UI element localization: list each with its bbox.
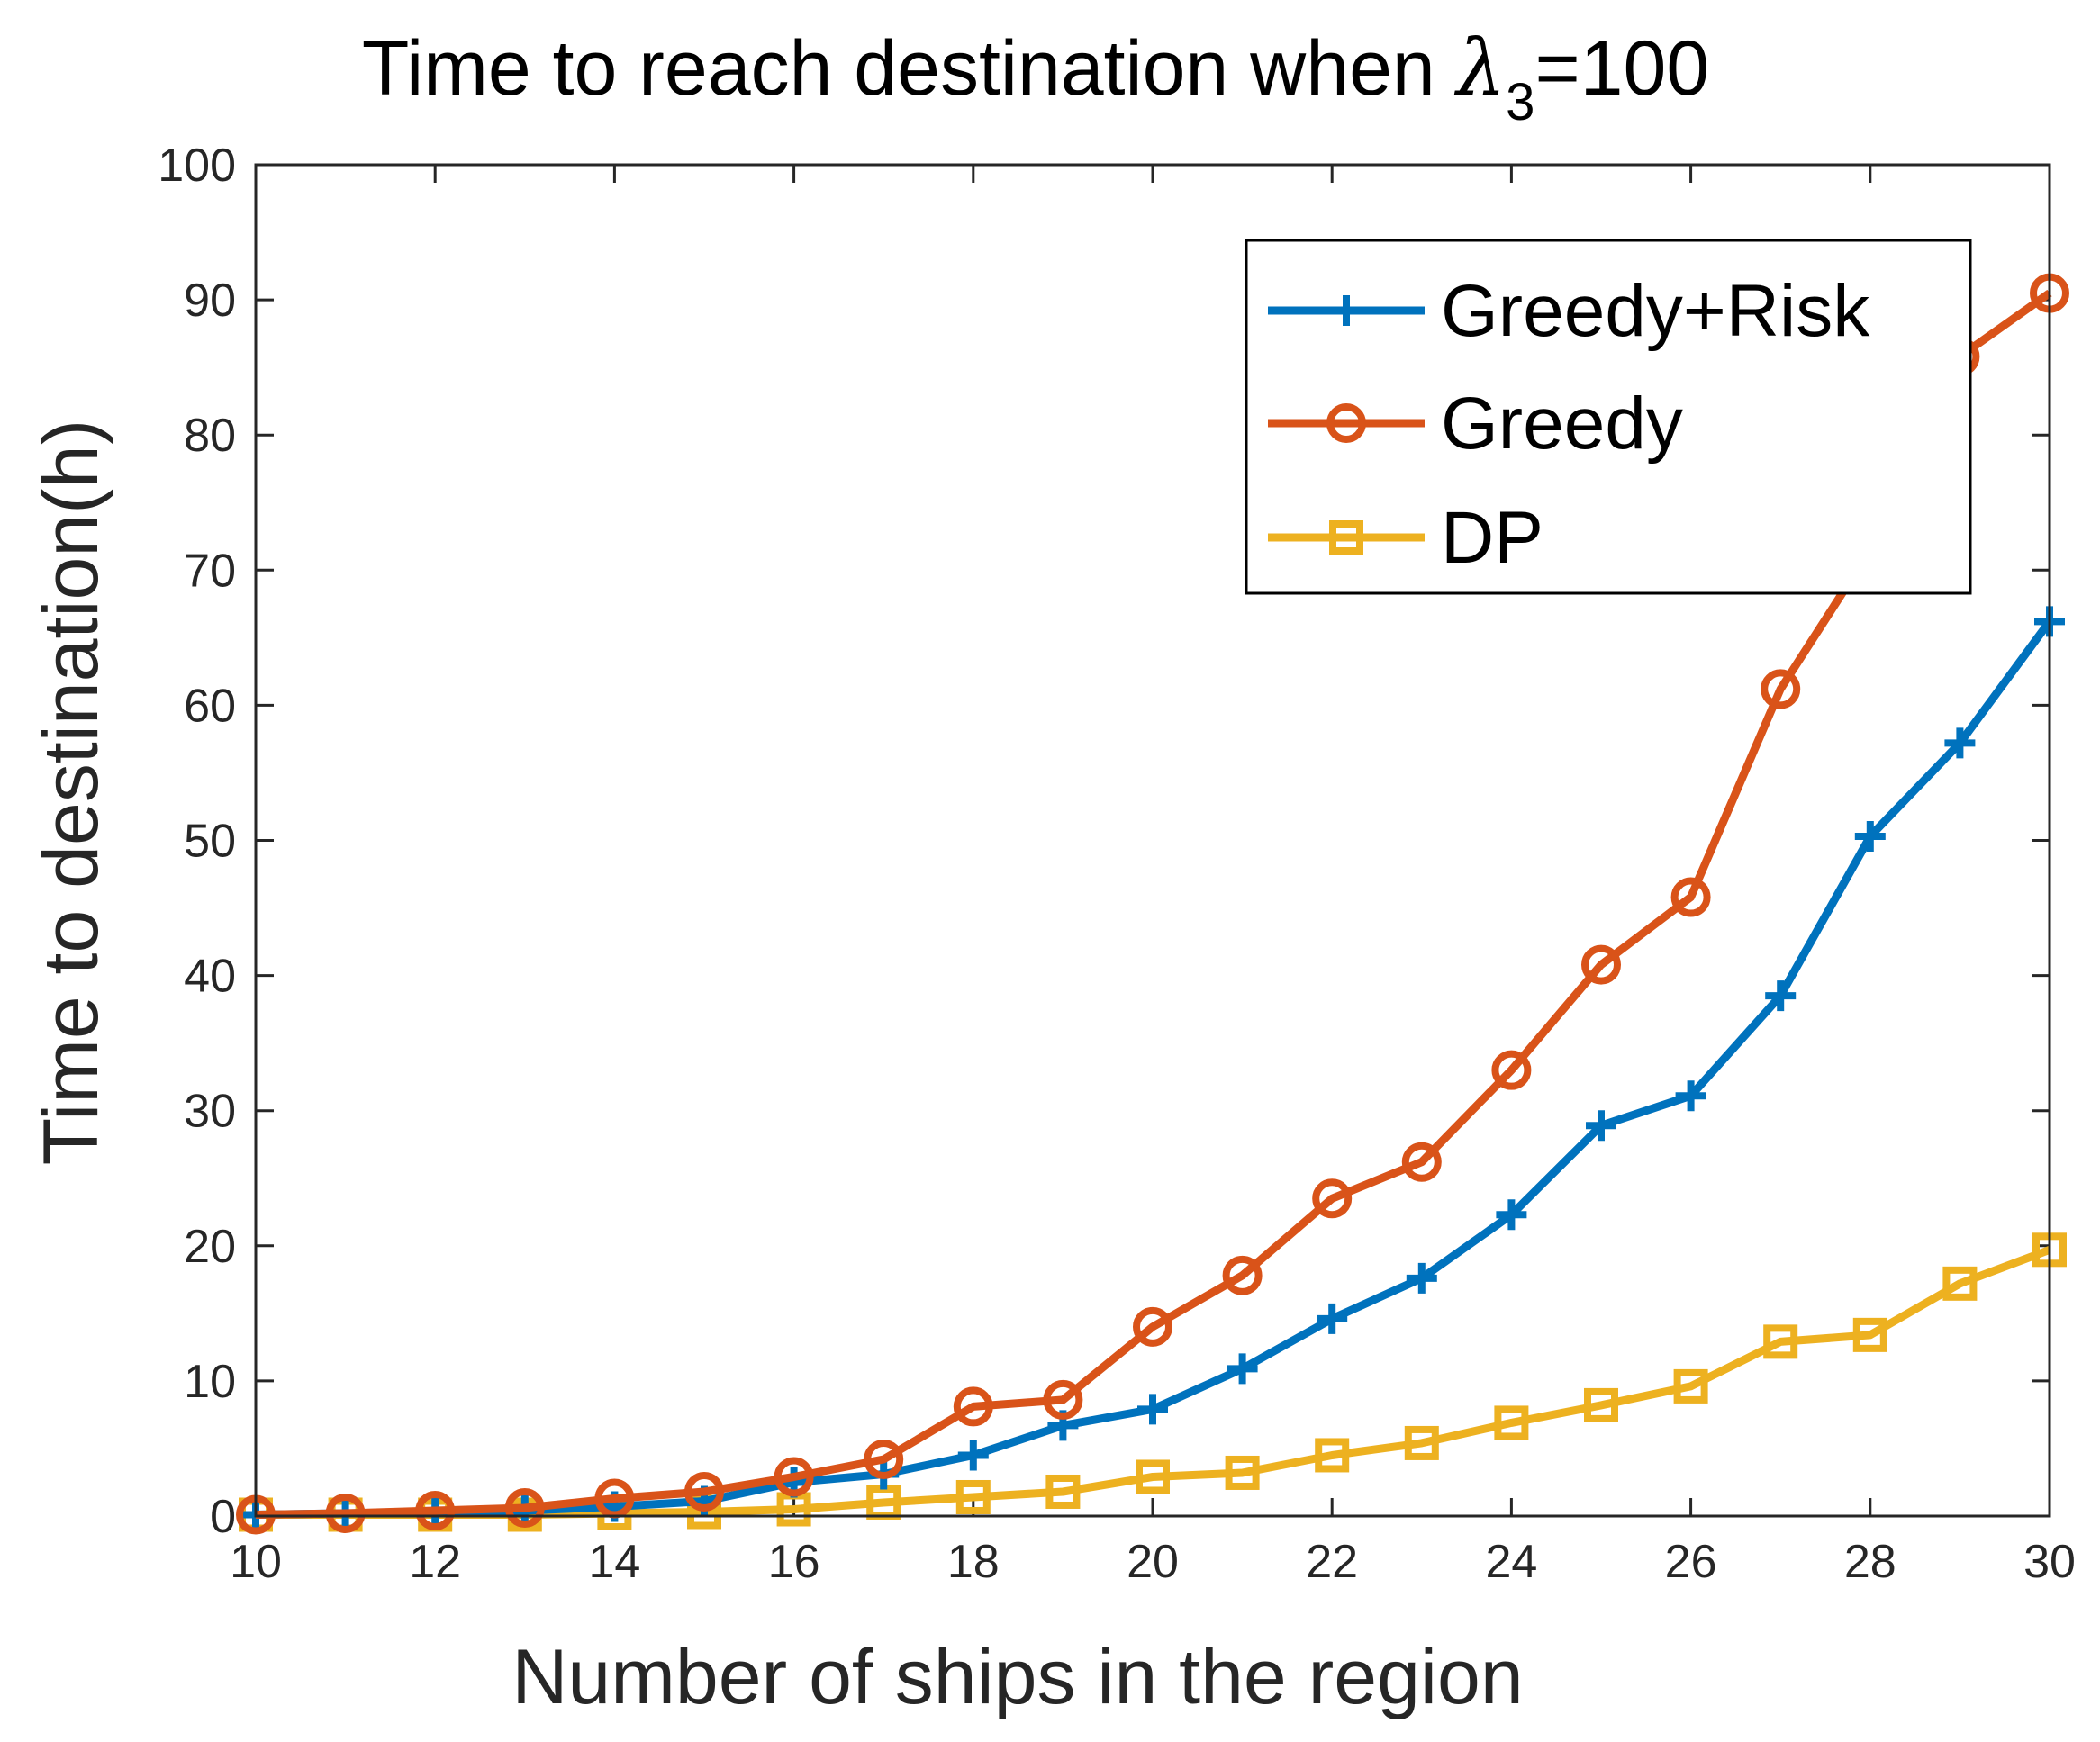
data-point-circle	[325, 1493, 366, 1533]
x-tick-label: 28	[1844, 1536, 1896, 1588]
data-point-square	[1404, 1425, 1439, 1460]
series-line	[255, 618, 2053, 1519]
data-point-circle	[1670, 877, 1711, 917]
series-greedy	[236, 273, 2069, 1535]
legend-label: Greedy	[1441, 383, 1683, 465]
data-point-square	[1852, 1317, 1887, 1352]
plot-area	[236, 273, 2069, 1535]
y-tick-label: 80	[184, 410, 236, 462]
x-axis-title: Number of ships in the region	[511, 1634, 1523, 1720]
data-point-circle	[684, 1471, 724, 1512]
data-point-square	[1225, 1455, 1260, 1490]
data-point-circle	[594, 1478, 635, 1519]
chart-title: Time to reach destination when λ3=100	[362, 23, 1709, 131]
series-greedy-risk	[240, 606, 2065, 1530]
series-line	[256, 1246, 2051, 1519]
data-point-plus	[1406, 1262, 1437, 1294]
data-point-circle	[1222, 1255, 1263, 1295]
y-tick-label: 70	[184, 545, 236, 597]
data-point-square	[1136, 1459, 1170, 1494]
data-point-plus	[1331, 295, 1362, 326]
x-tick-label: 16	[768, 1536, 820, 1588]
data-point-circle	[1326, 403, 1366, 443]
y-tick-label: 100	[158, 140, 236, 192]
series-dp	[239, 1232, 2067, 1532]
chart-title-subscript: 3	[1506, 73, 1534, 131]
y-tick-label: 30	[184, 1086, 236, 1138]
data-point-plus	[957, 1440, 989, 1471]
x-tick-label: 14	[588, 1536, 640, 1588]
data-point-circle	[1133, 1306, 1172, 1347]
y-tick-label: 20	[184, 1221, 236, 1273]
x-tick-label: 22	[1306, 1536, 1358, 1588]
x-tick-label: 18	[947, 1536, 1000, 1588]
legend-entry: Greedy	[1268, 383, 1683, 465]
data-point-square	[1045, 1474, 1081, 1509]
y-tick-label: 50	[184, 816, 236, 868]
data-point-plus	[1765, 980, 1797, 1012]
y-axis: 0 10 20 30 40 50 60 70 80 90 100	[158, 140, 2050, 1543]
chart-title-prefix: Time to reach destination when	[362, 25, 1457, 112]
x-tick-label: 10	[230, 1536, 282, 1588]
x-tick-label: 30	[2023, 1536, 2076, 1588]
data-point-circle	[1043, 1379, 1083, 1420]
data-point-plus	[1675, 1080, 1706, 1112]
x-tick-label: 12	[409, 1536, 461, 1588]
data-point-plus	[1854, 820, 1886, 852]
data-point-plus	[1944, 727, 1976, 759]
data-point-circle	[415, 1490, 456, 1530]
data-point-circle	[864, 1439, 904, 1479]
y-tick-label: 10	[184, 1356, 236, 1408]
data-point-square	[1329, 520, 1363, 555]
x-tick-label: 20	[1127, 1536, 1179, 1588]
data-point-square	[1584, 1387, 1618, 1422]
x-tick-label: 24	[1485, 1536, 1537, 1588]
data-point-square	[1494, 1405, 1529, 1440]
data-point-plus	[1496, 1199, 1527, 1231]
data-point-circle	[1581, 944, 1621, 985]
legend-label: DP	[1441, 497, 1543, 579]
legend-entry: Greedy+Risk	[1268, 270, 1870, 352]
chart-title-symbol: λ	[1454, 23, 1507, 113]
data-point-plus	[1227, 1353, 1258, 1385]
chart-title-suffix: =100	[1534, 25, 1709, 112]
y-tick-label: 40	[184, 951, 236, 1003]
y-tick-label: 60	[184, 680, 236, 732]
data-point-circle	[774, 1457, 814, 1497]
data-point-plus	[1586, 1110, 1616, 1142]
data-point-plus	[1317, 1303, 1348, 1334]
data-point-square	[1942, 1266, 1978, 1301]
legend-label: Greedy+Risk	[1441, 270, 1870, 352]
y-axis-title: Time to destination(h)	[28, 420, 114, 1166]
y-tick-label: 90	[184, 275, 236, 327]
data-point-circle	[1401, 1142, 1442, 1182]
data-point-circle	[504, 1487, 545, 1528]
legend: Greedy+Risk Greedy DP	[1245, 239, 1972, 595]
y-tick-label: 0	[210, 1491, 236, 1543]
x-tick-label: 26	[1665, 1536, 1717, 1588]
legend-entry: DP	[1268, 497, 1543, 579]
data-point-circle	[1312, 1178, 1353, 1219]
data-point-circle	[1761, 669, 1801, 709]
data-point-square	[955, 1479, 991, 1514]
data-point-circle	[1491, 1050, 1532, 1090]
data-point-square	[1763, 1324, 1798, 1359]
data-point-circle	[953, 1386, 993, 1427]
data-point-square	[1315, 1438, 1350, 1473]
x-axis: 10 12 14 16 18 20 22 24 26 28 30	[230, 165, 2076, 1588]
axes-box	[254, 163, 2051, 1518]
series-line	[255, 289, 2052, 1519]
data-point-plus	[1137, 1394, 1168, 1425]
data-point-square	[1673, 1368, 1708, 1404]
